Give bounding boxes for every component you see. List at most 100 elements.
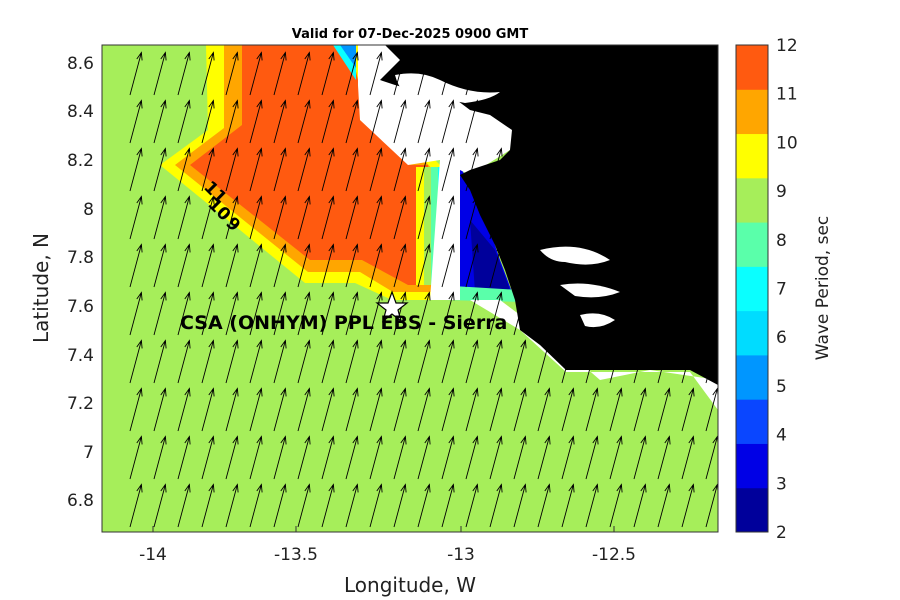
- colorbar-tick-label: 10: [776, 133, 798, 153]
- wave-arrow: [201, 339, 215, 384]
- wave-arrow: [393, 435, 407, 480]
- wave-arrow: [393, 51, 407, 96]
- wave-arrow: [321, 339, 335, 384]
- wave-arrow: [273, 483, 287, 528]
- wave-arrow: [441, 291, 455, 336]
- colorbar-frame: [735, 44, 769, 533]
- colorbar-swatch: [736, 266, 768, 312]
- site-marker: CSA (ONHYM) PPL EBS - Sierra: [180, 290, 507, 334]
- wave-arrow: [153, 243, 167, 288]
- colorbar-swatch: [736, 89, 768, 135]
- wave-arrow: [609, 483, 623, 528]
- wave-arrow: [201, 483, 215, 528]
- wave-arrow: [249, 291, 263, 336]
- wave-arrow: [177, 243, 191, 288]
- wave-arrow: [417, 99, 431, 144]
- wave-arrow: [321, 195, 335, 240]
- x-tick-label: -14: [139, 545, 167, 565]
- colorbar-tick-label: 11: [776, 85, 798, 105]
- wave-arrow: [633, 339, 647, 384]
- wave-arrow: [225, 99, 239, 144]
- wave-arrow: [345, 51, 359, 96]
- y-tick-label: 7: [83, 443, 94, 463]
- wave-arrow: [177, 435, 191, 480]
- wave-arrow: [393, 483, 407, 528]
- wave-arrow: [585, 435, 599, 480]
- wave-arrow: [633, 435, 647, 480]
- wave-arrow: [657, 435, 671, 480]
- colorbar-swatch: [736, 399, 768, 444]
- y-tick-label: 7.4: [67, 346, 94, 366]
- y-tick-label: 8.4: [67, 102, 94, 122]
- wave-arrow: [561, 483, 575, 528]
- colorbar-tick-label: 12: [776, 36, 798, 56]
- wave-arrow: [633, 387, 647, 432]
- wave-arrow: [129, 147, 143, 192]
- wave-arrow: [537, 387, 551, 432]
- wave-arrow: [537, 339, 551, 384]
- wave-arrow: [657, 387, 671, 432]
- wave-arrow: [345, 99, 359, 144]
- colorbar-tick-label: 2: [776, 523, 787, 543]
- wave-arrow: [393, 243, 407, 288]
- colorbar-swatch: [736, 354, 768, 400]
- colorbar-swatch: [736, 133, 768, 179]
- wave-arrow: [225, 291, 239, 336]
- wave-arrow: [441, 195, 455, 240]
- wave-arrow: [297, 195, 311, 240]
- colorbar-swatch: [736, 177, 768, 223]
- wave-arrow: [321, 243, 335, 288]
- x-tick-label: -13: [447, 545, 475, 565]
- wave-arrow: [465, 291, 479, 336]
- wave-arrow: [489, 243, 503, 288]
- wave-arrow: [369, 339, 383, 384]
- colorbar-swatch: [736, 487, 768, 533]
- wave-arrow: [489, 339, 503, 384]
- wave-arrow: [609, 339, 623, 384]
- y-tick-label: 6.8: [67, 491, 94, 511]
- wave-arrow: [489, 387, 503, 432]
- wave-arrow: [201, 195, 215, 240]
- wave-arrow: [249, 99, 263, 144]
- wave-arrow: [489, 291, 503, 336]
- wave-arrow: [609, 387, 623, 432]
- land-mass: [380, 45, 718, 385]
- period-band-11-12: [190, 45, 430, 285]
- colorbar-tick-label: 3: [776, 474, 787, 494]
- axes-frame: [101, 44, 719, 533]
- wave-arrow: [177, 51, 191, 96]
- wave-arrow: [129, 387, 143, 432]
- coastal-gap: [358, 45, 718, 410]
- wave-arrow: [441, 435, 455, 480]
- wave-arrow: [513, 339, 527, 384]
- wave-arrow: [153, 195, 167, 240]
- wave-arrow: [225, 243, 239, 288]
- wave-arrow: [129, 339, 143, 384]
- wave-arrow: [441, 51, 455, 96]
- wave-arrow: [681, 435, 695, 480]
- wave-arrow: [537, 435, 551, 480]
- y-tick-label: 8.6: [67, 54, 94, 74]
- y-axis: 6.8 7 7.2 7.4 7.6 7.8 8 8.2 8.4 8.6 Lati…: [29, 54, 94, 511]
- y-tick-label: 8: [83, 200, 94, 220]
- wave-arrow: [417, 387, 431, 432]
- wave-arrow: [201, 147, 215, 192]
- wave-arrow: [201, 435, 215, 480]
- plot-area: 11 10 9 CSA (ONHYM) PPL EBS - Sierra: [102, 45, 718, 532]
- wave-arrow: [345, 387, 359, 432]
- wave-arrow: [657, 339, 671, 384]
- wave-arrow: [225, 435, 239, 480]
- wave-arrow: [153, 435, 167, 480]
- wave-arrow: [273, 387, 287, 432]
- wave-arrow: [129, 195, 143, 240]
- wave-arrow: [249, 483, 263, 528]
- wave-arrow: [177, 339, 191, 384]
- wave-arrow: [177, 99, 191, 144]
- wave-arrow: [393, 387, 407, 432]
- wave-arrow: [225, 147, 239, 192]
- wave-arrow: [465, 435, 479, 480]
- wave-arrow: [393, 339, 407, 384]
- wave-arrow: [321, 435, 335, 480]
- wave-arrow: [513, 147, 527, 192]
- wave-arrow: [417, 339, 431, 384]
